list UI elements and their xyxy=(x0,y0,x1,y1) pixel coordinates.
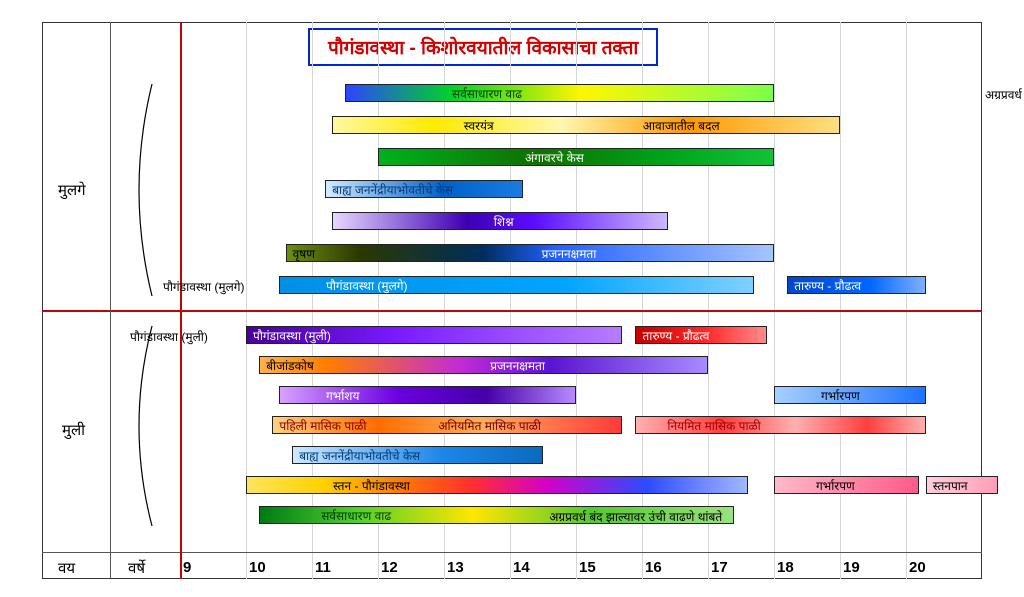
grid-line-20 xyxy=(906,22,907,579)
girls-label: मुली xyxy=(62,420,85,440)
boys-bar-7-label: तारुण्य - प्रौढत्व xyxy=(794,277,861,294)
age-15: 15 xyxy=(579,559,596,576)
boys-bar-5-label: वृषण xyxy=(293,245,315,262)
grid-line-15 xyxy=(576,22,577,579)
girls-bar-5: पहिली मासिक पाळी अनियमित मासिक पाळी xyxy=(272,416,622,434)
grid-line-14 xyxy=(510,22,511,579)
age-20: 20 xyxy=(909,559,926,576)
age-start-line xyxy=(180,22,182,579)
boys-bar-6-pretext: पौगंडावस्था (मुलगे) xyxy=(163,278,244,295)
grid-line-11 xyxy=(312,22,313,579)
boys-bar-3: बाह्य जननेंद्रीयाभोवतीचे केस xyxy=(325,180,523,198)
girls-bar-0-label: पौगंडावस्था (मुली) xyxy=(253,327,331,344)
girls-bar-8: स्तन - पौगंडावस्था xyxy=(246,476,748,494)
boys-bar-2-label: अंगावरचे केस xyxy=(525,149,584,166)
boys-bar-0-aftertext: अग्रप्रवर्ध बंद झाल्यावर उंची वाढणे थांब… xyxy=(985,86,1024,103)
chart-title: पौगंडावस्था - किशोरवयातील विकासाचा तक्ता xyxy=(308,28,658,66)
axis-line xyxy=(42,552,982,553)
girls-bar-2: बीजांडकोष प्रजननक्षमता xyxy=(259,356,708,374)
grid-line-12 xyxy=(378,22,379,579)
age-14: 14 xyxy=(513,559,530,576)
boys-bar-0-label: सर्वसाधारण वाढ xyxy=(452,85,522,102)
girls-bar-0-pretext: पौगंडावस्था (मुली) xyxy=(130,328,208,345)
age-10: 10 xyxy=(249,559,266,576)
girls-bar-8-label: स्तन - पौगंडावस्था xyxy=(333,477,410,494)
boys-bar-7: तारुण्य - प्रौढत्व xyxy=(787,276,926,294)
boys-bar-6-label: पौगंडावस्था (मुलगे) xyxy=(326,277,407,294)
girls-bar-2-label: बीजांडकोष xyxy=(266,357,314,374)
girls-bar-6: नियमित मासिक पाळी xyxy=(635,416,925,434)
girls-bar-0: पौगंडावस्था (मुली) xyxy=(246,326,622,344)
boys-bar-1-midtext: आवाजातील बदल xyxy=(643,117,720,134)
boys-bar-5: वृषण प्रजननक्षमता xyxy=(286,244,774,262)
age-16: 16 xyxy=(645,559,662,576)
age-17: 17 xyxy=(711,559,728,576)
years-word: वर्षे xyxy=(128,558,145,578)
girls-bar-4: गर्भारपण xyxy=(774,386,926,404)
girls-bar-1-label: तारुण्य - प्रौढत्व xyxy=(642,327,709,344)
boys-bar-4-label: शिश्न xyxy=(494,213,514,230)
girls-bar-7: बाह्य जननेंद्रीयाभोवतीचे केस xyxy=(292,446,543,464)
boys-bar-1: स्वरयंत्र आवाजातील बदल xyxy=(332,116,840,134)
girls-bar-6-label: नियमित मासिक पाळी xyxy=(667,417,760,434)
boys-bar-5-midtext: प्रजननक्षमता xyxy=(542,245,597,262)
girls-bar-5-midtext: अनियमित मासिक पाळी xyxy=(438,417,541,434)
boys-label: मुलगे xyxy=(58,180,86,200)
girls-bar-9-label: गर्भारपण xyxy=(816,477,855,494)
age-12: 12 xyxy=(381,559,398,576)
boys-bar-0: सर्वसाधारण वाढ xyxy=(345,84,774,102)
age-19: 19 xyxy=(843,559,860,576)
boys-bar-4: शिश्न xyxy=(332,212,669,230)
age-18: 18 xyxy=(777,559,794,576)
girls-bar-10: स्तनपान xyxy=(926,476,999,494)
grid-line-16 xyxy=(642,22,643,579)
girls-bar-10-label: स्तनपान xyxy=(933,477,968,494)
girls-bar-3: गर्भाशय xyxy=(279,386,576,404)
girls-bar-2-midtext: प्रजननक्षमता xyxy=(490,357,545,374)
girls-bar-11-label: सर्वसाधारण वाढ xyxy=(321,507,391,524)
grid-line-17 xyxy=(708,22,709,579)
boys-bar-2: अंगावरचे केस xyxy=(378,148,774,166)
age-13: 13 xyxy=(447,559,464,576)
girls-bar-9: गर्भारपण xyxy=(774,476,919,494)
grid-line-13 xyxy=(444,22,445,579)
age-11: 11 xyxy=(315,559,331,576)
girls-bar-5-label: पहिली मासिक पाळी xyxy=(279,417,366,434)
girls-bar-4-label: गर्भारपण xyxy=(821,387,860,404)
age-word: वय xyxy=(58,558,75,578)
grid-line-10 xyxy=(246,22,247,579)
boys-bar-1-label: स्वरयंत्र xyxy=(464,117,494,134)
girls-bar-11-aftertext: अग्रप्रवर्ध बंद झाल्यावर उंची वाढणे थांब… xyxy=(549,508,722,525)
chart-frame xyxy=(42,22,982,579)
age-9: 9 xyxy=(183,559,191,576)
grid-line-18 xyxy=(774,22,775,579)
girls-bar-3-label: गर्भाशय xyxy=(326,387,359,404)
boys-bar-3-label: बाह्य जननेंद्रीयाभोवतीचे केस xyxy=(332,181,453,198)
girls-bar-7-label: बाह्य जननेंद्रीयाभोवतीचे केस xyxy=(299,447,420,464)
col-divider-1 xyxy=(110,22,111,579)
grid-line-19 xyxy=(840,22,841,579)
boys-bar-6: पौगंडावस्था (मुलगे) xyxy=(279,276,754,294)
midline xyxy=(42,310,982,312)
girls-bar-1: तारुण्य - प्रौढत्व xyxy=(635,326,767,344)
